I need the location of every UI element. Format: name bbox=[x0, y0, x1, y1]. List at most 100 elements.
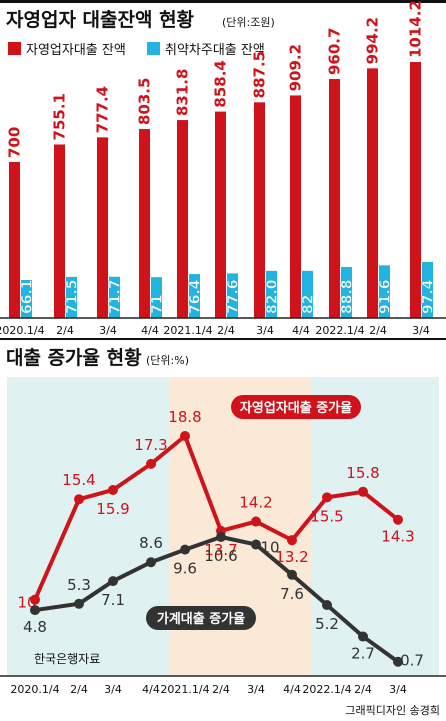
bar-red bbox=[54, 144, 65, 318]
dark-series-value-label: 8.6 bbox=[139, 534, 163, 552]
red-series-point bbox=[146, 458, 156, 469]
bar-x-tick: 2/4 bbox=[217, 324, 235, 337]
bar-cyan-label: 77.6 bbox=[226, 279, 242, 314]
line-x-tick: 4/4 bbox=[283, 683, 301, 696]
bar-red bbox=[139, 129, 150, 318]
bar-cyan-label: 91.6 bbox=[378, 279, 394, 314]
red-series-value-label: 13.2 bbox=[275, 548, 308, 566]
bar-x-tick: 3/4 bbox=[412, 324, 430, 337]
source-note: 한국은행자료 bbox=[34, 651, 100, 666]
dark-series-point bbox=[74, 598, 84, 609]
dark-series-point bbox=[393, 656, 403, 667]
bar-cyan bbox=[379, 265, 390, 318]
bar-cyan bbox=[109, 276, 120, 318]
bar-x-tick: 2/4 bbox=[56, 324, 74, 337]
dark-series-tag-label: 가계대출 증가율 bbox=[157, 611, 245, 627]
dark-series-value-label: 10.6 bbox=[204, 547, 237, 565]
bar-red bbox=[410, 62, 421, 318]
line-x-tick: 2/4 bbox=[354, 683, 372, 696]
bar-cyan-label: 76.4 bbox=[188, 279, 204, 314]
red-series-value-label: 14.3 bbox=[381, 528, 414, 546]
bar-red bbox=[367, 68, 378, 318]
bar-cyan bbox=[266, 270, 277, 318]
red-series-point bbox=[30, 594, 40, 605]
bar-x-tick-labels: 2020.1/4 2/4 3/4 4/4 2021.1/4 2/4 3/4 4/4 2022.1… bbox=[0, 324, 430, 337]
dark-series-value-label: 5.3 bbox=[67, 576, 91, 594]
dark-series-value-label: 7.6 bbox=[280, 585, 304, 603]
bar-cyan bbox=[189, 274, 200, 318]
bar-red bbox=[329, 79, 340, 318]
bar-cyan bbox=[302, 270, 313, 318]
band-2022 bbox=[311, 377, 439, 675]
line-x-tick: 3/4 bbox=[389, 683, 407, 696]
legend-swatch-red bbox=[8, 42, 21, 55]
line-x-tick: 2022.1/4 bbox=[302, 683, 351, 696]
red-series-value-label: 15.4 bbox=[62, 471, 95, 489]
dark-series-value-label: 9.6 bbox=[173, 560, 197, 578]
dark-series-value-label: 2.7 bbox=[351, 645, 375, 663]
red-series-value-label: 17.3 bbox=[134, 436, 167, 454]
bar-red bbox=[9, 162, 20, 318]
bar-red-label: 803.5 bbox=[136, 78, 154, 125]
dark-series-value-label: 0.7 bbox=[400, 652, 424, 670]
bar-x-tick: 4/4 bbox=[292, 324, 310, 337]
line-x-tick: 2/4 bbox=[70, 683, 88, 696]
bar-red-label: 960.7 bbox=[326, 28, 344, 75]
bar-x-tick: 2021.1/4 bbox=[163, 324, 212, 337]
legend-label-red: 자영업자대출 잔액 bbox=[26, 43, 126, 58]
red-series-point bbox=[358, 486, 368, 497]
bar-cyan bbox=[66, 276, 77, 318]
dark-series-point bbox=[216, 532, 226, 542]
red-series-point bbox=[287, 535, 297, 546]
line-plot: 10 15.415.9 17.318.8 13.7 14.2 13.2 15.5 15.8 14… bbox=[17, 408, 423, 670]
red-series-value-label: 13.7 bbox=[204, 541, 237, 559]
bar-cyan-label: 97.4 bbox=[421, 279, 437, 314]
line-x-tick: 2020.1/4 bbox=[10, 683, 59, 696]
bar-red-label: 755.1 bbox=[51, 93, 69, 140]
credit: 그래픽디자인 송경희 bbox=[345, 704, 440, 717]
line-chart-title: 대출 증가율 현황 bbox=[6, 346, 142, 369]
dark-series-point bbox=[180, 544, 190, 555]
red-series-point bbox=[322, 492, 332, 503]
dark-series-value-label: 5.2 bbox=[315, 615, 339, 633]
line-x-tick-labels: 2020.1/4 2/4 3/4 4/4 2021.1/4 2/4 3/4 4/4 2022.1… bbox=[10, 683, 406, 696]
line-chart-unit: (단위:%) bbox=[146, 354, 189, 367]
dark-series-point bbox=[358, 631, 368, 642]
bar-x-tick: 2020.1/4 bbox=[0, 324, 45, 337]
bar-x-tick: 4/4 bbox=[141, 324, 159, 337]
bar-cyan-label: 82.0 bbox=[265, 279, 281, 314]
line-x-tick: 4/4 bbox=[142, 683, 160, 696]
dark-series-point bbox=[322, 600, 332, 611]
bar-cyan bbox=[227, 273, 238, 318]
bar-x-tick: 2/4 bbox=[369, 324, 387, 337]
bar-red-label: 994.2 bbox=[364, 17, 382, 64]
legend-label-cyan: 취약차주대출 잔액 bbox=[165, 43, 265, 58]
dark-series-point bbox=[146, 557, 156, 568]
bar-cyan bbox=[21, 279, 32, 318]
dark-series-value-label: 7.1 bbox=[101, 591, 125, 609]
bar-red bbox=[290, 95, 301, 318]
bar-cyan-label: 66.1 bbox=[20, 279, 36, 314]
dark-series-point bbox=[30, 605, 40, 616]
line-x-tick: 3/4 bbox=[247, 683, 265, 696]
section-rule bbox=[0, 338, 446, 340]
dark-series-point bbox=[287, 569, 297, 580]
red-series-point bbox=[251, 516, 261, 527]
red-series-value-label: 15.8 bbox=[346, 464, 379, 482]
bar-chart-unit: (단위:조원) bbox=[222, 16, 275, 29]
bar-red bbox=[97, 137, 108, 318]
bar-cyan bbox=[422, 261, 433, 318]
line-x-tick: 3/4 bbox=[104, 683, 122, 696]
bar-chart-title: 자영업자 대출잔액 현황 bbox=[6, 8, 195, 31]
red-series-value-label: 18.8 bbox=[168, 408, 201, 426]
bar-red-label: 1014.2 bbox=[407, 0, 425, 58]
bar-red-label: 858.4 bbox=[212, 60, 230, 107]
bar-cyan-label: 82 bbox=[301, 295, 317, 314]
red-series-value-label: 14.2 bbox=[239, 494, 272, 512]
bar-cyan-label: 88.8 bbox=[340, 279, 356, 314]
bar-red-label: 777.4 bbox=[94, 86, 112, 133]
bar-cyan-label: 71.5 bbox=[65, 279, 81, 314]
red-series-value-label: 15.9 bbox=[96, 500, 129, 518]
bar-cyan-label: 71.7 bbox=[108, 279, 124, 314]
